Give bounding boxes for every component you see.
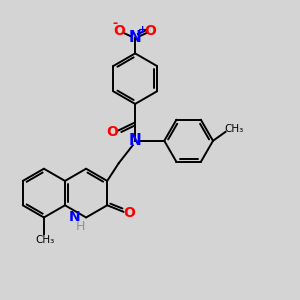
Text: N: N	[69, 211, 81, 224]
Text: N: N	[129, 133, 142, 148]
Text: O: O	[123, 206, 135, 220]
Text: O: O	[106, 125, 119, 139]
Text: N: N	[129, 30, 142, 45]
Text: O: O	[114, 24, 126, 38]
Text: O: O	[145, 24, 157, 38]
Text: +: +	[138, 25, 147, 34]
Text: CH₃: CH₃	[36, 236, 55, 245]
Text: H: H	[76, 220, 86, 233]
Text: CH₃: CH₃	[224, 124, 243, 134]
Text: -: -	[112, 17, 117, 31]
